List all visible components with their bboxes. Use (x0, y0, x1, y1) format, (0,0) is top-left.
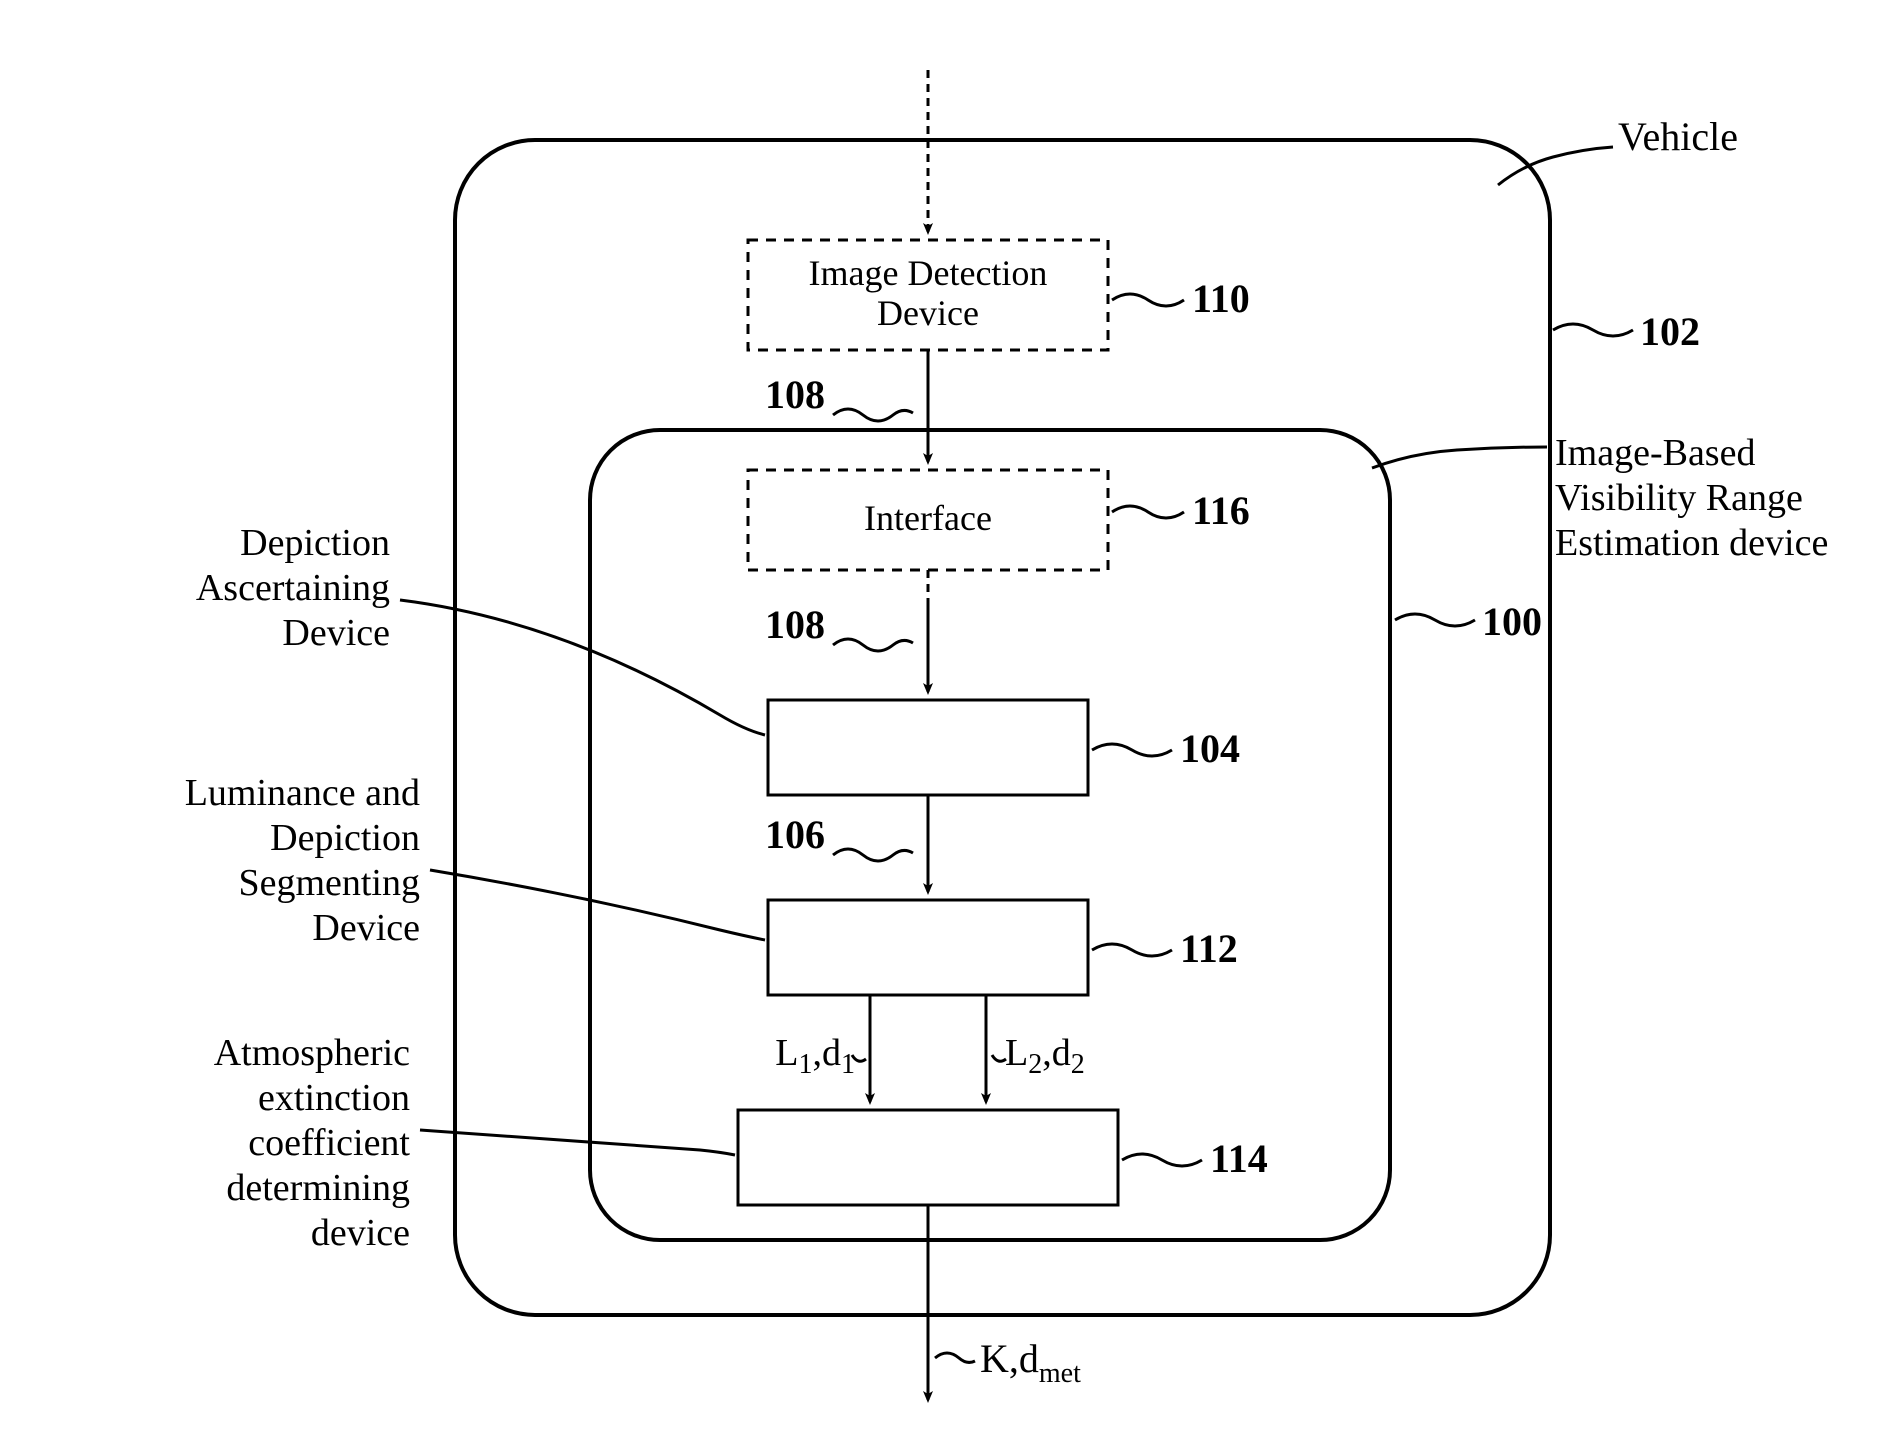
extinction-ext-4: determining (226, 1167, 410, 1209)
extinction-box (738, 1110, 1118, 1205)
luminance-ext-4: Device (312, 907, 420, 949)
ref-114: 114 (1210, 1136, 1268, 1181)
squiggle-108a (833, 409, 913, 421)
ref-112: 112 (1180, 926, 1238, 971)
label-L1d1: L1,d1 (775, 1032, 855, 1080)
est-label-3: Estimation device (1555, 522, 1828, 564)
ref-100: 100 (1482, 599, 1542, 644)
depiction-ext-3: Device (282, 612, 390, 654)
squiggle-104 (1092, 744, 1172, 756)
ref-110: 110 (1192, 276, 1250, 321)
leader-luminance (430, 870, 765, 940)
depiction-ext-1: Depiction (240, 522, 390, 564)
squiggle-100 (1395, 614, 1475, 626)
label-106: 106 (765, 812, 825, 857)
extinction-ext-5: device (311, 1212, 410, 1254)
luminance-ext-3: Segmenting (238, 862, 420, 904)
squiggle-116 (1112, 506, 1184, 518)
depiction-box (768, 700, 1088, 795)
interface-label: Interface (864, 498, 992, 538)
squiggle-108b (833, 639, 913, 651)
luminance-ext-2: Depiction (270, 817, 420, 859)
luminance-ext-1: Luminance and (185, 772, 420, 814)
extinction-ext-2: extinction (258, 1077, 410, 1119)
ref-104: 104 (1180, 726, 1240, 771)
vehicle-label: Vehicle (1618, 114, 1738, 159)
squiggle-110 (1112, 294, 1184, 306)
squiggle-estlabel (1372, 447, 1547, 468)
label-L2d2: L2,d2 (1005, 1032, 1085, 1080)
est-label-2: Visibility Range (1555, 477, 1803, 519)
label-108a: 108 (765, 372, 825, 417)
luminance-box (768, 900, 1088, 995)
est-label-1: Image-Based (1555, 432, 1755, 474)
depiction-ext-2: Ascertaining (196, 567, 390, 609)
image-detection-label-1: Image Detection (809, 253, 1048, 293)
squiggle-102 (1553, 324, 1633, 336)
extinction-ext-1: Atmospheric (214, 1032, 410, 1074)
leader-extinction (420, 1130, 735, 1155)
label-output: K,dmet (980, 1336, 1081, 1389)
ref-116: 116 (1192, 488, 1250, 533)
label-108b: 108 (765, 602, 825, 647)
squiggle-112 (1092, 944, 1172, 956)
image-detection-label-2: Device (877, 293, 979, 333)
extinction-ext-3: coefficient (248, 1122, 410, 1164)
ref-102: 102 (1640, 309, 1700, 354)
squiggle-106 (833, 849, 913, 861)
squiggle-output (935, 1353, 975, 1362)
squiggle-114 (1122, 1154, 1202, 1166)
squiggle-L2d2 (992, 1055, 1006, 1061)
